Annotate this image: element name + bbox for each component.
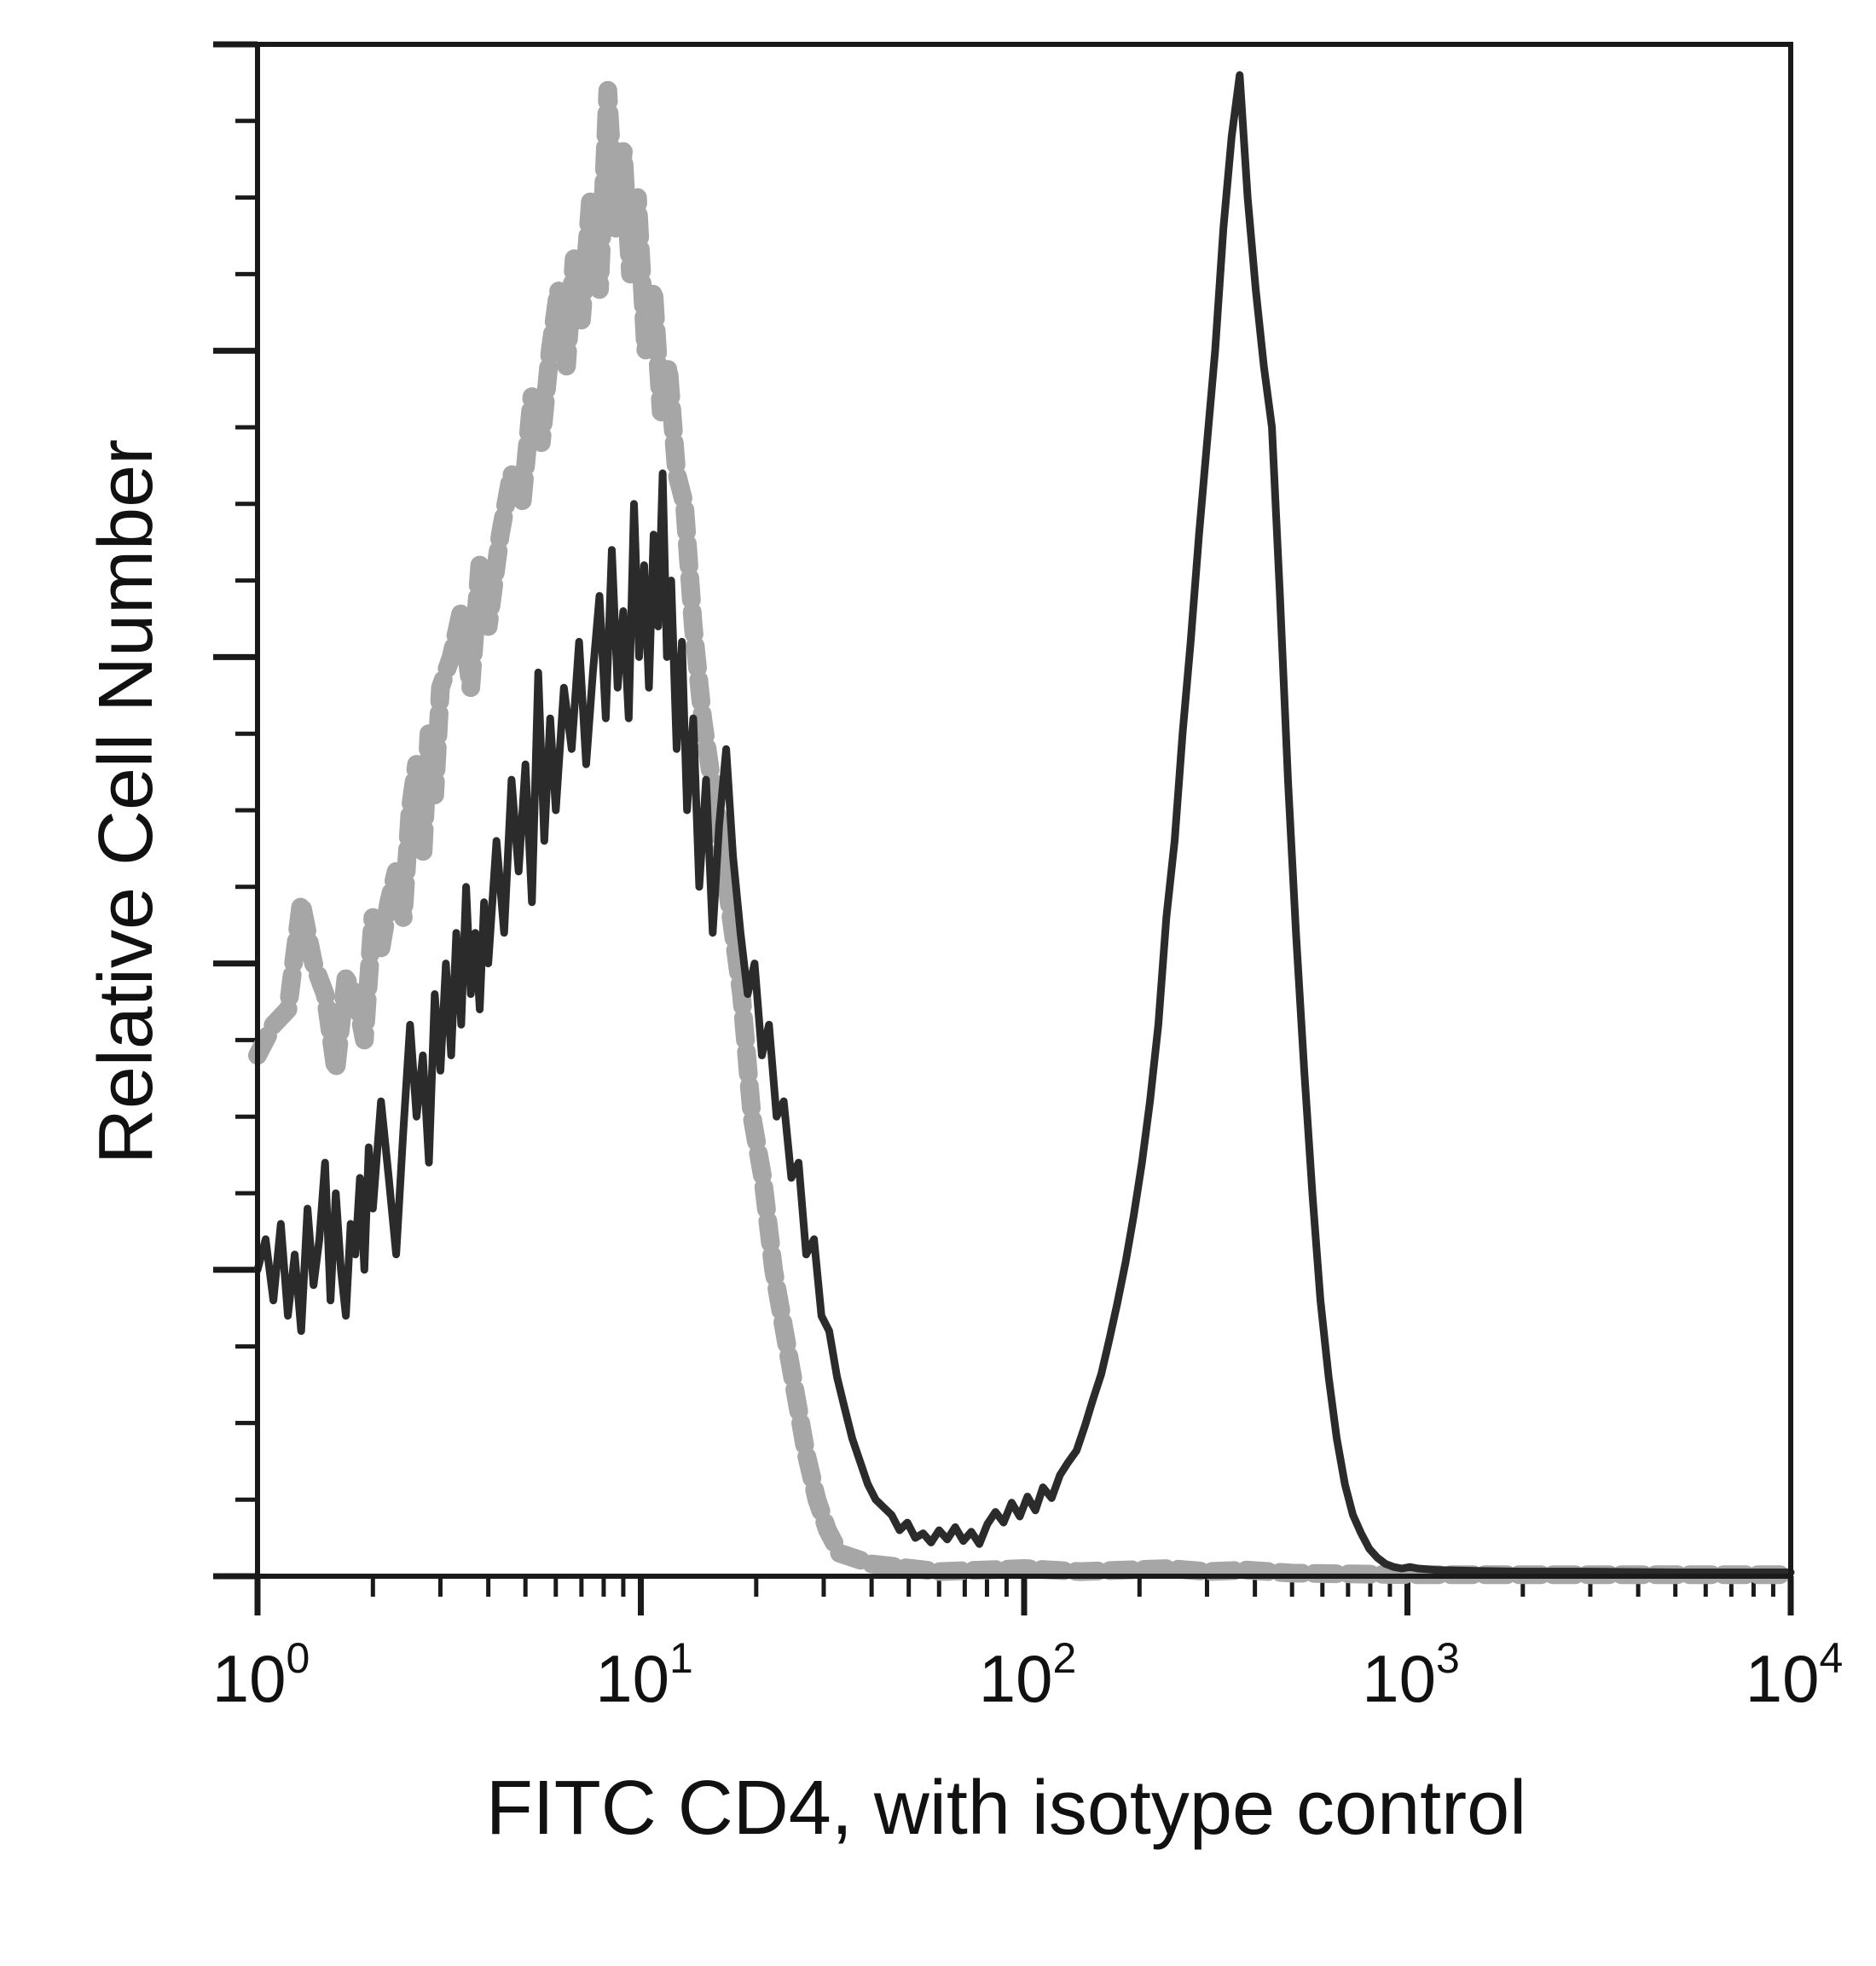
y-axis-title: Relative Cell Number bbox=[84, 439, 169, 1164]
y-axis-ticks bbox=[213, 41, 258, 1580]
x-axis-tick-labels: 100 101 102 103 104 bbox=[212, 1634, 1844, 1716]
cd4-series-line bbox=[253, 71, 1795, 1576]
x-tick-label: 102 bbox=[979, 1634, 1077, 1716]
x-tick-label: 100 bbox=[212, 1634, 310, 1716]
x-tick-label: 104 bbox=[1746, 1634, 1844, 1716]
isotype-control-series-line bbox=[248, 80, 1800, 1585]
plot-frame bbox=[255, 42, 1793, 1579]
series-layer bbox=[248, 71, 1800, 1585]
x-axis-title: FITC CD4, with isotype control bbox=[486, 1766, 1526, 1851]
x-tick-label: 103 bbox=[1362, 1634, 1460, 1716]
x-axis-ticks bbox=[254, 1576, 1794, 1615]
x-tick-label: 101 bbox=[595, 1634, 693, 1716]
